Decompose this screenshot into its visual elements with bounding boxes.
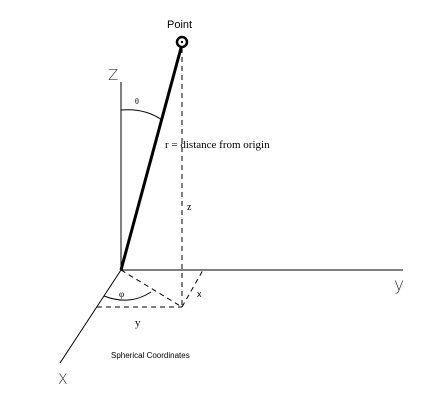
z-axis-label: Z	[108, 66, 118, 84]
phi-label: φ	[119, 289, 124, 299]
x-axis	[59, 269, 122, 364]
theta-label: θ	[135, 97, 139, 106]
phi-arc	[103, 291, 152, 301]
radius-line	[119, 47, 183, 271]
point-label: Point	[167, 19, 192, 31]
x-component-dashed	[181, 269, 204, 308]
r-label: r = distance from origin	[165, 139, 270, 151]
y-component-label: y	[135, 317, 141, 329]
x-component-label: x	[197, 289, 202, 299]
xy-projection-dashed	[120, 269, 183, 308]
point-marker	[175, 35, 189, 49]
theta-arc	[120, 109, 163, 121]
diagram-caption: Spherical Coordinates	[111, 351, 190, 360]
z-component-label: z	[187, 202, 192, 213]
y-axis-label: y	[394, 275, 404, 295]
x-axis-label: X	[58, 372, 68, 388]
